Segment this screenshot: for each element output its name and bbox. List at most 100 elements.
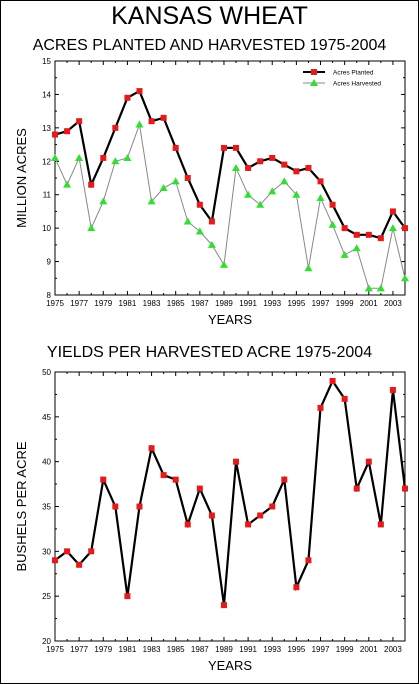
data-point [329, 377, 336, 384]
chart2-title: YIELDS PER HARVESTED ACRE 1975-2004 [46, 344, 373, 361]
data-point [292, 190, 301, 198]
data-point [220, 144, 227, 151]
legend-label: Acres Planted [333, 70, 374, 77]
y-tick-label: 20 [42, 637, 51, 646]
x-axis-label: YEARS [208, 312, 252, 327]
data-point [135, 120, 144, 128]
data-point [123, 153, 132, 161]
y-tick-label: 30 [42, 547, 51, 556]
data-point [328, 220, 337, 228]
x-tick-label: 1995 [287, 645, 305, 654]
data-point [196, 485, 203, 492]
data-point [269, 503, 276, 510]
x-tick-label: 1995 [287, 299, 305, 308]
x-tick-label: 1985 [167, 299, 185, 308]
data-point [353, 231, 360, 238]
y-tick-label: 45 [42, 413, 51, 422]
data-point [233, 458, 240, 465]
x-tick-label: 1993 [263, 645, 281, 654]
data-point [148, 118, 155, 125]
data-point [389, 386, 396, 393]
x-tick-label: 1981 [119, 645, 137, 654]
y-tick-label: 15 [42, 57, 51, 66]
data-point [245, 521, 252, 528]
data-point [256, 200, 265, 208]
data-point [220, 602, 227, 609]
data-point [172, 476, 179, 483]
data-point [365, 231, 372, 238]
data-point [124, 593, 131, 600]
x-axis-label: YEARS [208, 658, 252, 673]
data-point [195, 227, 204, 235]
data-point [159, 184, 168, 192]
data-point [317, 404, 324, 411]
x-tick-label: 2003 [384, 645, 402, 654]
data-point [52, 131, 58, 138]
y-tick-label: 10 [42, 224, 51, 233]
x-tick-label: 1989 [215, 645, 233, 654]
x-tick-label: 1987 [191, 645, 209, 654]
y-axis-label: BUSHELS PER ACRE [14, 441, 29, 571]
x-tick-label: 1997 [312, 299, 330, 308]
data-point [208, 512, 215, 519]
data-point [402, 225, 408, 232]
y-tick-label: 9 [47, 258, 52, 267]
data-point [75, 153, 84, 161]
x-tick-label: 1993 [263, 299, 281, 308]
data-point [293, 584, 300, 591]
x-tick-label: 1979 [94, 645, 112, 654]
data-point [147, 197, 156, 205]
data-point [352, 244, 361, 252]
data-point [100, 154, 107, 161]
chart1-plot-area [54, 60, 406, 296]
data-point [269, 154, 276, 161]
data-point [293, 168, 300, 175]
data-point [51, 153, 59, 161]
data-point [76, 118, 83, 125]
data-point [232, 163, 241, 171]
data-point [88, 181, 95, 188]
legend-marker [311, 69, 317, 75]
data-point [329, 201, 336, 208]
y-tick-label: 13 [42, 124, 51, 133]
data-point [305, 557, 312, 564]
x-tick-label: 1999 [336, 645, 354, 654]
legend-marker [310, 79, 318, 86]
data-point [280, 177, 289, 185]
data-point [316, 194, 325, 202]
data-point [340, 250, 349, 258]
series-line-yield [54, 378, 407, 606]
x-tick-label: 1979 [94, 299, 112, 308]
data-point [112, 503, 119, 510]
data-point [377, 235, 384, 242]
x-tick-label: 1991 [239, 299, 257, 308]
data-point [112, 124, 119, 131]
x-tick-label: 1989 [215, 299, 233, 308]
data-point [268, 187, 277, 195]
data-point [376, 284, 385, 292]
series-line-acres-harvested [54, 124, 406, 289]
data-point [99, 197, 108, 205]
data-point [353, 485, 360, 492]
x-tick-label: 1997 [312, 645, 330, 654]
chart1-group: 8 9 10 11 12 13 14 15 1975 1977 1979 1981 1983 1985 19… [14, 57, 409, 327]
data-point [183, 217, 192, 225]
data-point [317, 178, 324, 185]
x-tick-label: 1987 [191, 299, 209, 308]
y-tick-label: 50 [42, 368, 51, 377]
data-point [88, 548, 95, 555]
data-point [402, 485, 408, 492]
y-tick-label: 12 [42, 157, 51, 166]
x-tick-label: 2001 [360, 645, 378, 654]
data-point [64, 548, 71, 555]
chart2-plot-area [54, 371, 406, 642]
chart1-title: ACRES PLANTED AND HARVESTED 1975-2004 [32, 37, 387, 54]
data-point [245, 164, 252, 171]
x-tick-label: 1975 [46, 299, 64, 308]
data-point [365, 458, 372, 465]
x-tick-label: 1977 [70, 299, 88, 308]
y-tick-label: 11 [43, 191, 52, 200]
data-point [244, 190, 253, 198]
data-point [401, 274, 409, 282]
